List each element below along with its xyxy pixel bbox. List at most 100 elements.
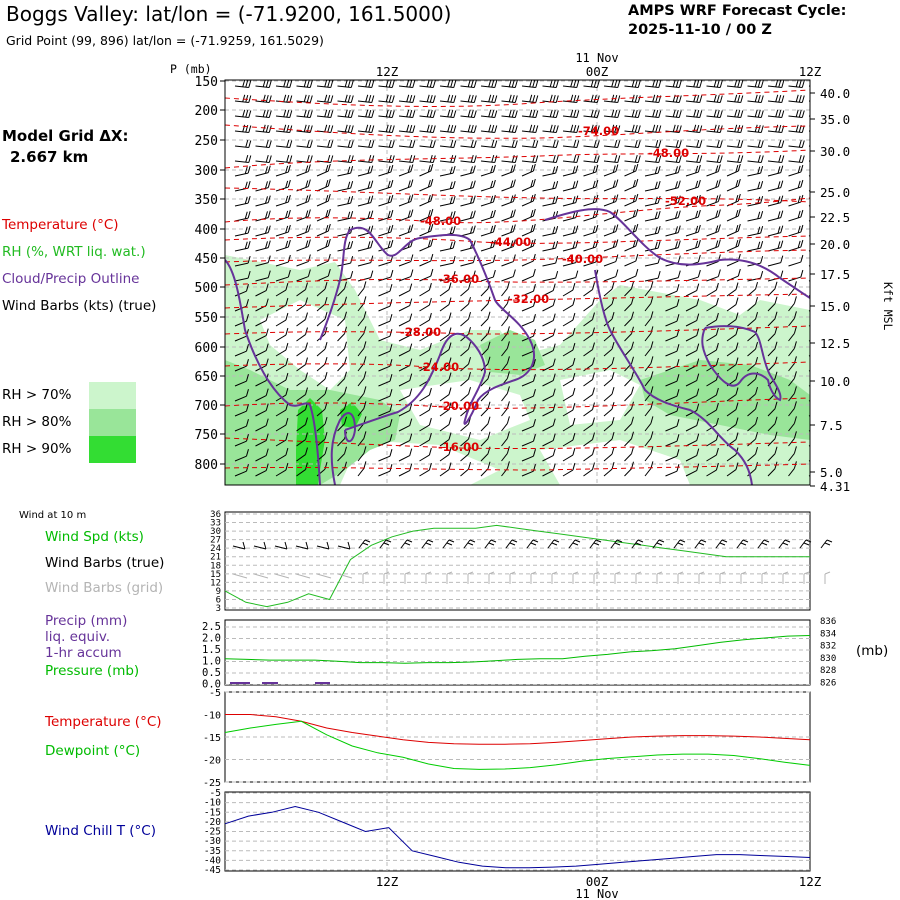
wind-barb (275, 209, 291, 222)
wind-barb (706, 297, 719, 312)
barb-feather (535, 155, 539, 163)
barb-feather (245, 140, 249, 148)
wind-barb (562, 462, 576, 477)
barb-shaft (521, 380, 534, 387)
grid-wind-barb (488, 571, 495, 584)
wind-barb (255, 240, 271, 252)
barb-feather (307, 224, 311, 232)
wind-barb (460, 124, 477, 133)
barb-shaft (562, 187, 576, 192)
wind-barb (439, 180, 456, 192)
barb-shaft (357, 453, 365, 462)
wind-barb (767, 195, 784, 207)
barb-feather (309, 95, 313, 103)
barb-feather (510, 240, 514, 248)
barb-feather (572, 241, 576, 249)
wind-barb (624, 386, 634, 402)
wind-barb (542, 343, 556, 357)
barb-feather (285, 282, 289, 291)
barb-shaft (788, 130, 803, 133)
wind-barb (685, 373, 700, 387)
barb-feather (781, 155, 785, 163)
barb-feather (508, 80, 512, 87)
barb-feather (761, 571, 768, 575)
barb-shaft (357, 100, 372, 103)
barb-feather (390, 209, 394, 218)
legend-precip: Precip (mm) (45, 613, 128, 629)
barb-shaft (624, 333, 632, 342)
barb-shaft (521, 470, 534, 477)
barb-shaft (234, 202, 249, 207)
barb-feather (596, 110, 600, 118)
wind-barb (419, 462, 432, 477)
barb-feather (757, 80, 761, 88)
barb-shaft (501, 423, 508, 432)
barb-feather (672, 80, 676, 87)
wind-barb (644, 416, 654, 432)
wind-barb (480, 179, 496, 192)
barb-feather (510, 195, 514, 203)
barb-feather (285, 165, 289, 174)
legend-wind-barbs-grid: Wind Barbs (grid) (45, 580, 164, 596)
barb-feather (305, 432, 308, 440)
height-axis-title: Kft MSL (881, 282, 895, 331)
surface-wind-barb (673, 539, 686, 549)
barb-feather (514, 95, 518, 103)
barb-shaft (357, 217, 371, 222)
wind-barb (316, 416, 328, 432)
barb-shaft (542, 187, 556, 192)
barb-shaft (316, 170, 329, 177)
barb-shaft (767, 468, 776, 477)
barb-feather (654, 226, 658, 234)
wind-barb (419, 432, 432, 447)
barb-feather (469, 166, 473, 174)
barb-shaft (275, 379, 287, 387)
barb-shaft (603, 468, 613, 477)
barb-shaft (296, 100, 311, 103)
barb-feather (283, 94, 287, 102)
legend-temperature-2m: Temperature (°C) (45, 714, 162, 730)
barb-feather (410, 179, 414, 187)
barb-feather (696, 358, 700, 366)
barb-shaft (275, 276, 289, 282)
wind-barb (562, 417, 576, 432)
wind-barb (706, 209, 721, 222)
barb-feather (611, 416, 615, 425)
barb-feather (572, 166, 576, 174)
barb-feather (450, 95, 454, 103)
barb-feather (777, 211, 781, 219)
barb-shaft (357, 145, 372, 148)
wind-barb (726, 163, 741, 177)
barb-shaft (706, 100, 721, 103)
barb-shaft (603, 261, 617, 267)
barb-feather (535, 80, 539, 88)
barb-shaft (644, 85, 659, 88)
barb-feather (650, 341, 654, 349)
barb-feather (675, 110, 679, 118)
barb-feather (305, 165, 309, 173)
barb-shaft (234, 365, 247, 372)
barb-feather (716, 110, 720, 118)
barb-feather (532, 95, 536, 103)
wind-barb (521, 374, 536, 387)
barb-shaft (480, 85, 495, 88)
barb-feather (428, 402, 432, 411)
barb-feather (699, 155, 703, 163)
wind-barb (439, 124, 457, 133)
barb-feather (760, 255, 764, 264)
pressure-tick-label: 350 (195, 193, 218, 208)
barb-shaft (644, 318, 652, 327)
barb-shaft (715, 539, 723, 549)
barb-shaft (316, 230, 329, 237)
barb-feather (798, 80, 802, 88)
wind-barb (767, 155, 785, 163)
barb-feather (370, 270, 374, 278)
barb-feather (676, 449, 680, 457)
barb-feather (820, 314, 822, 321)
wind-barb (234, 419, 249, 432)
barb-feather (632, 225, 636, 233)
barb-feather (389, 464, 393, 472)
wind-barb (603, 269, 619, 282)
wind-barb (460, 210, 476, 222)
wind-barb (378, 224, 394, 237)
